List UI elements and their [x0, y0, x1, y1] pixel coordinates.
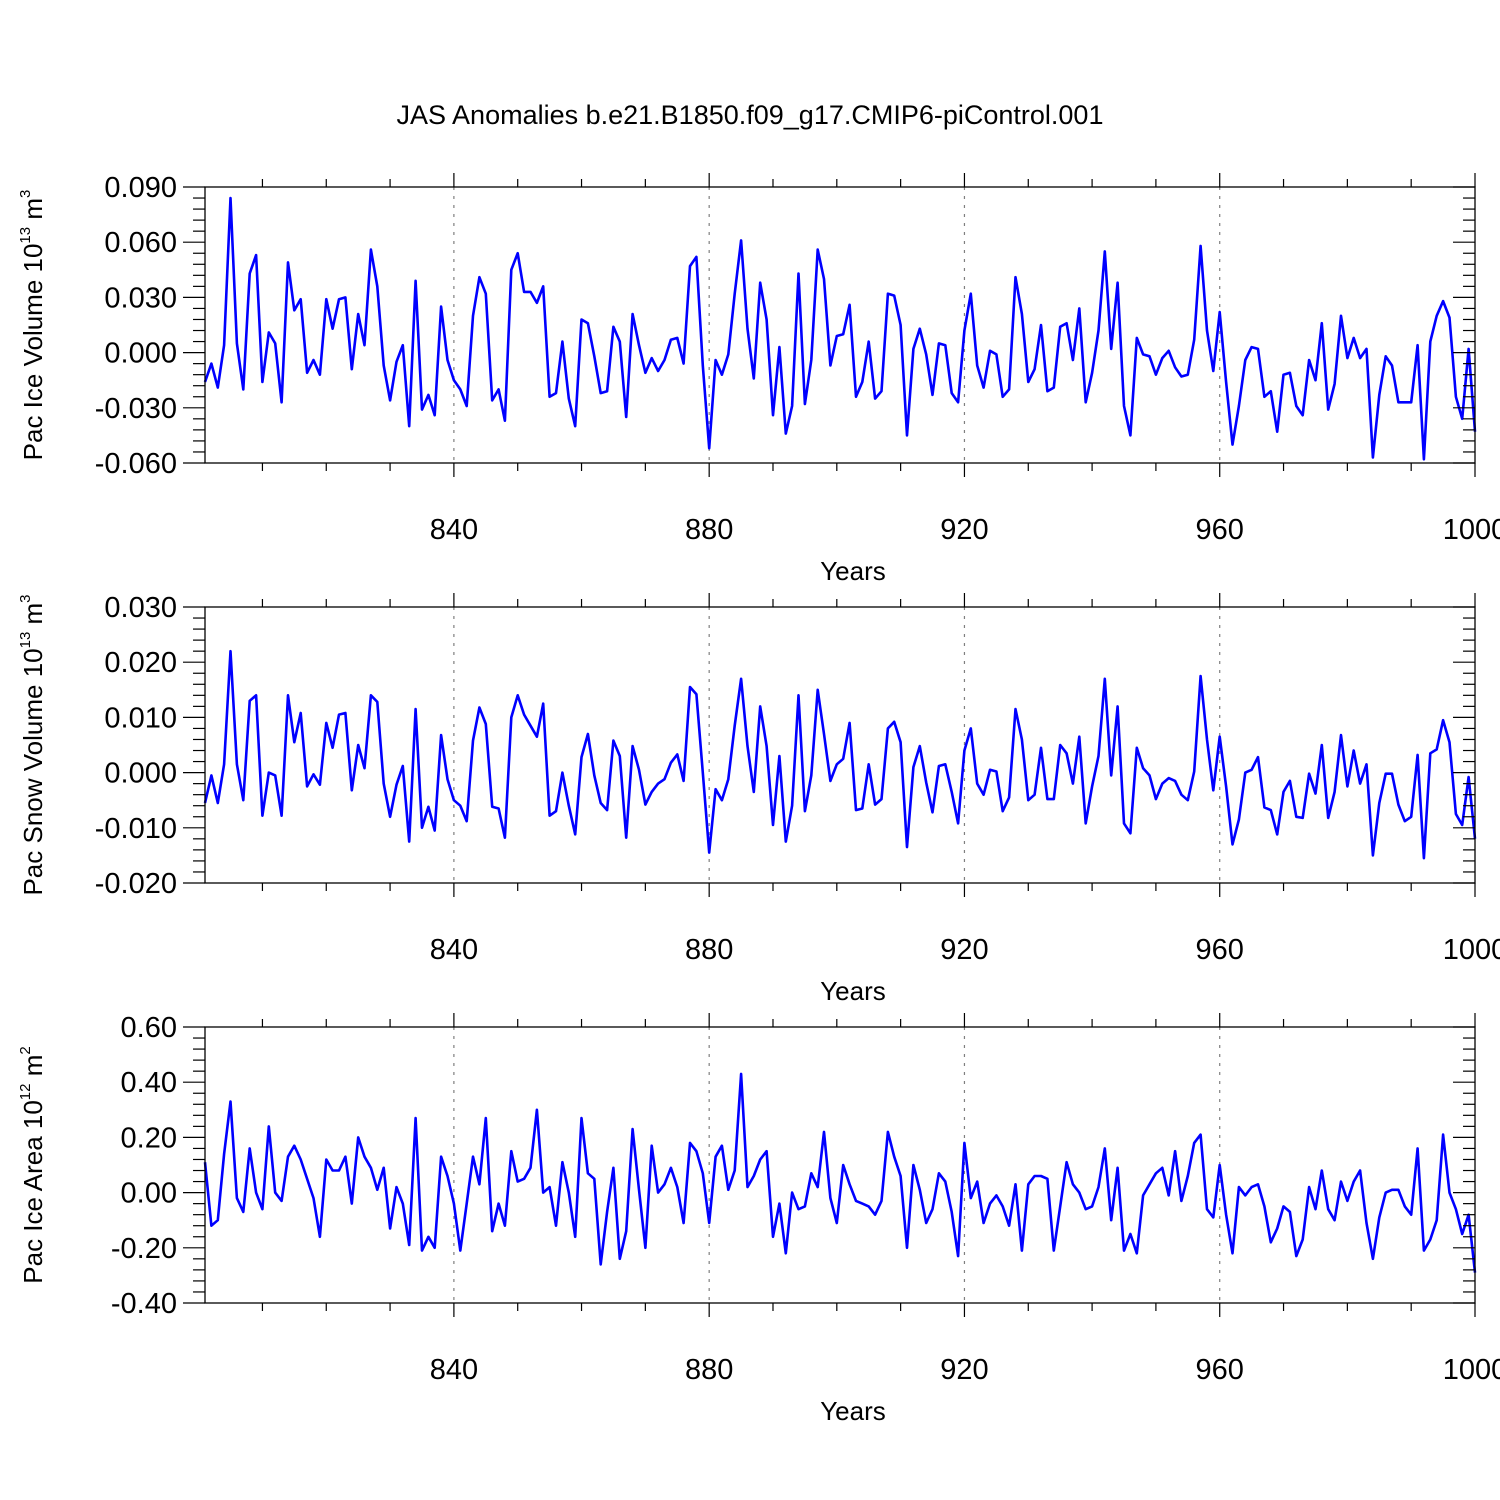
- snow-volume-ytick-label: 0.010: [104, 702, 177, 734]
- ice-area-ylabel-unit-exp: 2: [17, 1046, 34, 1054]
- panels-container: -0.060 -0.030 0.000 0.030 0.060 0.090 840 880 92…: [17, 172, 1500, 1426]
- figure-title: JAS Anomalies b.e21.B1850.f09_g17.CMIP6-…: [397, 100, 1104, 130]
- snow-volume-ytick-label: 0.030: [104, 592, 177, 624]
- ice-area-ytick-label: 0.20: [121, 1122, 177, 1154]
- ice-volume-xtick-label: 880: [685, 514, 733, 546]
- snow-volume-xtick-label: 960: [1196, 934, 1244, 966]
- ice-volume-y-axis-label: Pac Ice Volume 1013 m3: [17, 190, 48, 461]
- snow-volume-xtick-label: 880: [685, 934, 733, 966]
- snow-volume-panel: -0.020 -0.010 0.000 0.010 0.020 0.030 840 880 92…: [17, 592, 1500, 1006]
- snow-volume-plot-frame: [204, 606, 1476, 884]
- snow-volume-ylabel-exp: 13: [17, 632, 34, 649]
- ice-volume-ytick-label: 0.090: [104, 172, 177, 204]
- ice-area-ylabel-unit: m: [18, 1055, 48, 1084]
- ice-area-panel: -0.40 -0.20 0.00 0.20 0.40 0.60 840 880 920 960 10…: [17, 1012, 1500, 1426]
- snow-volume-xtick-label: 840: [430, 934, 478, 966]
- ice-volume-ylabel-unit-exp: 3: [17, 190, 34, 198]
- snow-volume-xtick-label: 920: [940, 934, 988, 966]
- ice-area-ylabel-main: Pac Ice Area 10: [18, 1100, 48, 1284]
- ice-area-ytick-label: -0.20: [111, 1233, 177, 1265]
- ice-area-xtick-label: 880: [685, 1354, 733, 1386]
- ice-volume-xtick-label: 840: [430, 514, 478, 546]
- ice-volume-ytick-label: 0.060: [104, 227, 177, 259]
- ice-area-series-line: [203, 1072, 1477, 1273]
- ice-volume-xtick-label: 920: [940, 514, 988, 546]
- snow-volume-series-line: [203, 649, 1477, 860]
- snow-volume-ytick-label: 0.000: [104, 758, 177, 790]
- ice-volume-ytick-label: 0.000: [104, 338, 177, 370]
- ice-area-ytick-label: 0.00: [121, 1178, 177, 1210]
- ice-area-ytick-label: -0.40: [111, 1288, 177, 1320]
- snow-volume-ytick-label: -0.010: [95, 813, 177, 845]
- ice-volume-ytick-label: 0.030: [104, 282, 177, 314]
- ice-volume-series-line: [203, 196, 1477, 461]
- ice-area-x-axis-label: Years: [820, 1396, 886, 1426]
- ice-volume-ytick-label: -0.060: [95, 448, 177, 480]
- ice-volume-panel: -0.060 -0.030 0.000 0.030 0.060 0.090 840 880 92…: [17, 172, 1500, 586]
- ice-area-xtick-label: 920: [940, 1354, 988, 1386]
- snow-volume-x-axis-label: Years: [820, 976, 886, 1006]
- ice-volume-xtick-label: 1000: [1443, 514, 1500, 546]
- snow-volume-ytick-label: 0.020: [104, 647, 177, 679]
- ice-area-xtick-label: 840: [430, 1354, 478, 1386]
- snow-volume-ylabel-main: Pac Snow Volume 10: [18, 648, 48, 895]
- snow-volume-xtick-label: 1000: [1443, 934, 1500, 966]
- ice-volume-ylabel-unit: m: [18, 198, 48, 227]
- ice-area-ylabel-exp: 12: [17, 1083, 34, 1100]
- ice-volume-x-axis-label: Years: [820, 556, 886, 586]
- snow-volume-ylabel-unit: m: [18, 603, 48, 632]
- ice-volume-ytick-label: -0.030: [95, 393, 177, 425]
- ice-area-xtick-label: 1000: [1443, 1354, 1500, 1386]
- ice-area-plot-frame: [204, 1026, 1476, 1304]
- ice-area-ytick-label: 0.40: [121, 1067, 177, 1099]
- ice-volume-ylabel-exp: 13: [17, 227, 34, 244]
- ice-volume-ylabel-main: Pac Ice Volume 10: [18, 244, 48, 461]
- ice-area-ytick-label: 0.60: [121, 1012, 177, 1044]
- ice-volume-plot-frame: [204, 186, 1476, 464]
- snow-volume-y-axis-label: Pac Snow Volume 1013 m3: [17, 594, 48, 895]
- snow-volume-ylabel-unit-exp: 3: [17, 594, 34, 602]
- ice-area-y-axis-label: Pac Ice Area 1012 m2: [17, 1046, 48, 1283]
- ice-volume-xtick-label: 960: [1196, 514, 1244, 546]
- ice-area-xtick-label: 960: [1196, 1354, 1244, 1386]
- snow-volume-ytick-label: -0.020: [95, 868, 177, 900]
